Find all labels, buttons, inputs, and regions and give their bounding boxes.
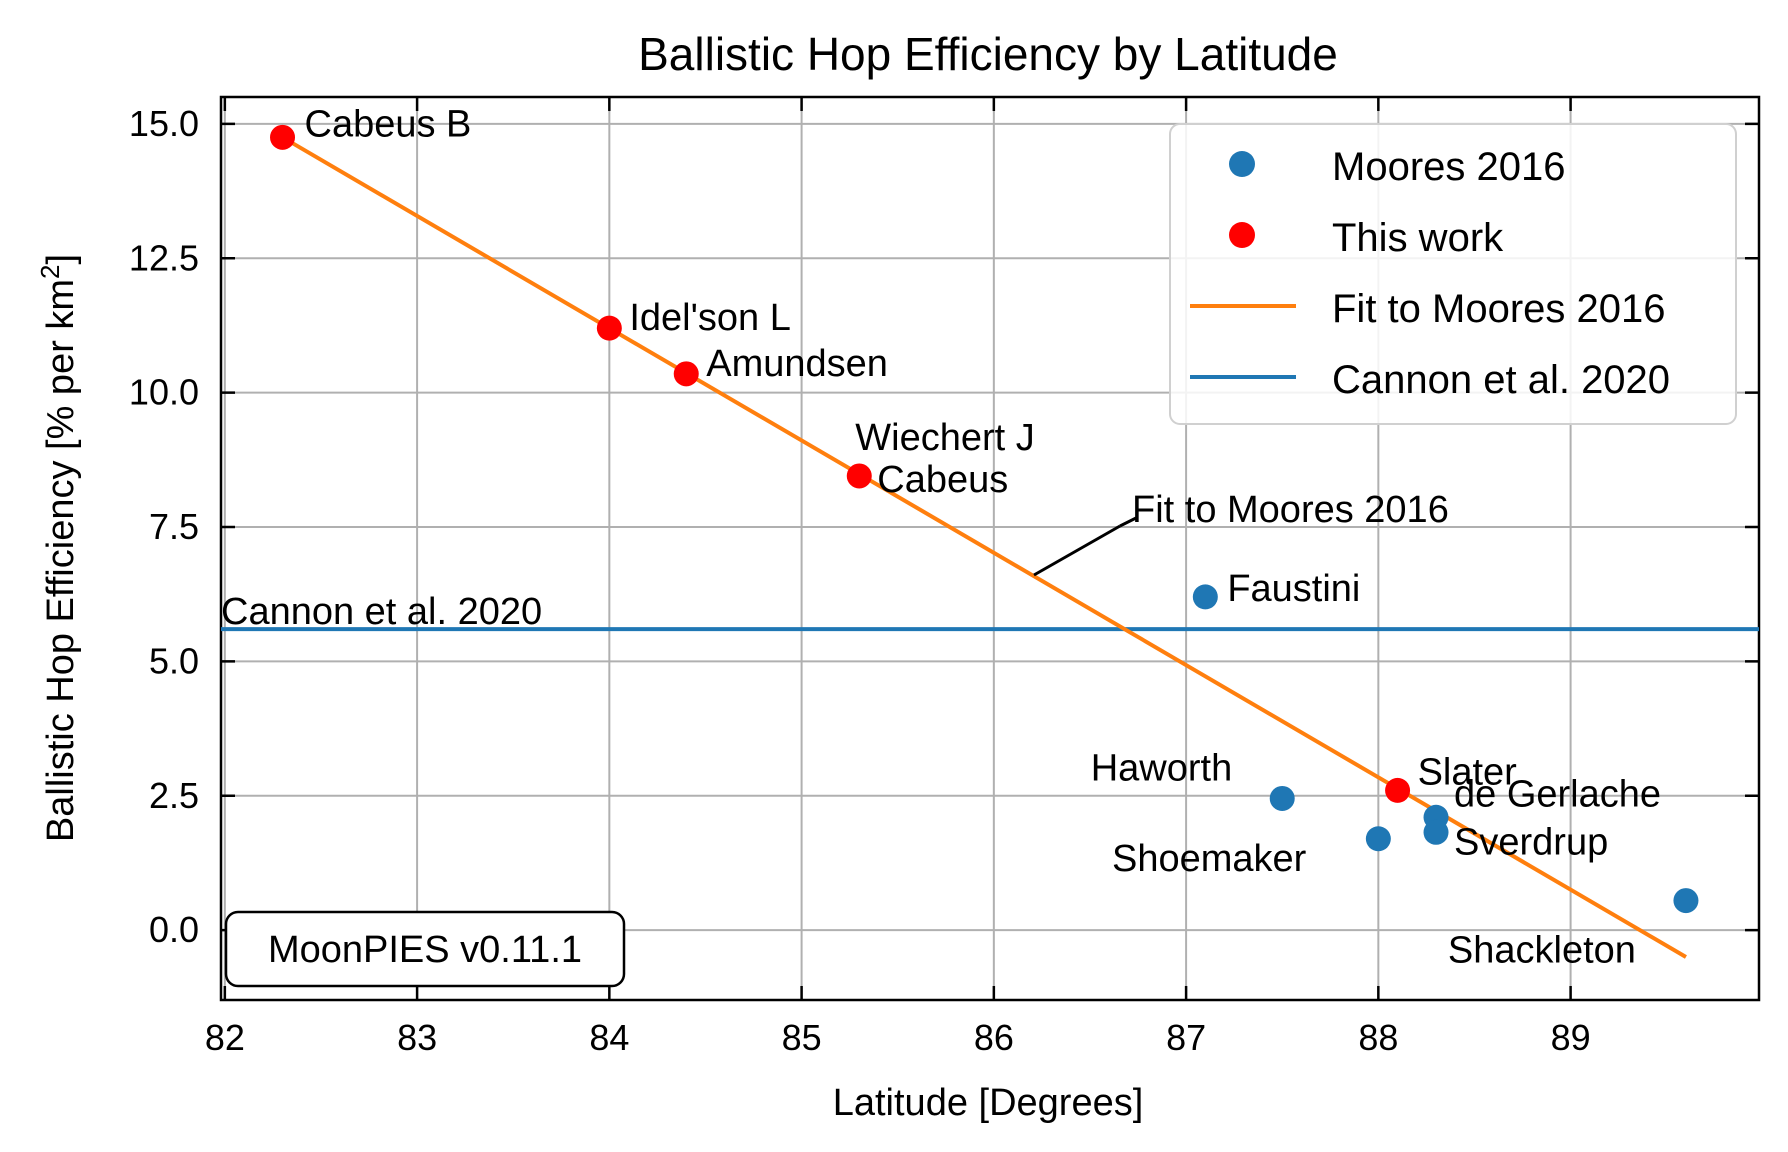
x-tick-label: 82 bbox=[205, 1017, 245, 1058]
legend: Moores 2016 This work Fit to Moores 2016… bbox=[1169, 123, 1737, 425]
legend-label-cannon: Cannon et al. 2020 bbox=[1332, 358, 1670, 402]
this-work-point bbox=[270, 124, 296, 150]
data-points bbox=[270, 124, 1699, 914]
y-axis-label-end: ] bbox=[40, 254, 82, 265]
x-tick-label: 89 bbox=[1551, 1017, 1591, 1058]
x-tick-label: 83 bbox=[397, 1017, 437, 1058]
fit-annotation-arrow-tail bbox=[1119, 516, 1137, 528]
legend-label-fit: Fit to Moores 2016 bbox=[1332, 287, 1666, 331]
cannon-annotation-label: Cannon et al. 2020 bbox=[221, 591, 542, 633]
y-tick-label: 0.0 bbox=[149, 909, 199, 950]
legend-label-moores: Moores 2016 bbox=[1332, 145, 1565, 189]
this-work-point bbox=[596, 315, 622, 341]
y-axis-label: Ballistic Hop Efficiency [% per km2] bbox=[35, 254, 82, 842]
this-work-point bbox=[1385, 777, 1411, 803]
legend-label-this-work: This work bbox=[1332, 216, 1504, 260]
axis-tick-labels: 82 83 84 85 86 87 88 89 0.0 2.5 5.0 7.5 10.0 12.5 15.0 bbox=[129, 103, 1591, 1058]
y-tick-label: 2.5 bbox=[149, 775, 199, 816]
point-label: Shackleton bbox=[1448, 930, 1636, 972]
chart-title: Ballistic Hop Efficiency by Latitude bbox=[638, 28, 1338, 80]
y-axis-label-main: Ballistic Hop Efficiency [% per km bbox=[40, 279, 82, 842]
this-work-point bbox=[846, 463, 872, 489]
point-label: Idel'son L bbox=[629, 297, 790, 339]
fit-line bbox=[281, 135, 1687, 959]
point-label: Wiechert J bbox=[855, 417, 1034, 459]
fit-annotation-arrow bbox=[1033, 524, 1121, 577]
moores-point bbox=[1423, 819, 1449, 845]
version-box-text: MoonPIES v0.11.1 bbox=[268, 929, 582, 971]
x-tick-label: 87 bbox=[1166, 1017, 1206, 1058]
point-label: Shoemaker bbox=[1112, 838, 1307, 880]
version-box: MoonPIES v0.11.1 bbox=[224, 910, 626, 988]
point-label: Cabeus bbox=[877, 459, 1008, 501]
y-tick-label: 7.5 bbox=[149, 506, 199, 547]
plot-frame bbox=[219, 95, 1761, 1002]
x-tick-label: 84 bbox=[589, 1017, 629, 1058]
legend-frame bbox=[1169, 123, 1737, 425]
x-tick-label: 88 bbox=[1358, 1017, 1398, 1058]
version-box-frame bbox=[224, 910, 626, 988]
data-point-labels: Faustini Haworth Shoemaker de Gerlache Sverd… bbox=[305, 103, 1662, 971]
legend-marker-moores bbox=[1229, 151, 1255, 177]
y-tick-label: 12.5 bbox=[129, 237, 199, 278]
point-label: Slater bbox=[1418, 751, 1518, 793]
point-label: Sverdrup bbox=[1454, 821, 1608, 863]
y-tick-label: 10.0 bbox=[129, 372, 199, 413]
axis-ticks bbox=[221, 97, 1759, 1000]
point-label: Haworth bbox=[1091, 747, 1233, 789]
moores-point bbox=[1269, 785, 1295, 811]
y-tick-label: 5.0 bbox=[149, 640, 199, 681]
moores-point bbox=[1192, 584, 1218, 610]
fit-annotation-label: Fit to Moores 2016 bbox=[1132, 489, 1449, 531]
this-work-point bbox=[673, 361, 699, 387]
point-label: Faustini bbox=[1227, 568, 1360, 610]
moores-point bbox=[1673, 888, 1699, 914]
point-label: Amundsen bbox=[706, 343, 888, 385]
moores-point bbox=[1365, 826, 1391, 852]
x-axis-label: Latitude [Degrees] bbox=[833, 1082, 1144, 1124]
y-tick-label: 15.0 bbox=[129, 103, 199, 144]
x-tick-label: 85 bbox=[782, 1017, 822, 1058]
y-axis-label-sup: 2 bbox=[35, 264, 65, 278]
point-label: Cabeus B bbox=[305, 103, 472, 145]
point-label: de Gerlache bbox=[1454, 773, 1661, 815]
x-tick-label: 86 bbox=[974, 1017, 1014, 1058]
legend-marker-this-work bbox=[1229, 222, 1255, 248]
